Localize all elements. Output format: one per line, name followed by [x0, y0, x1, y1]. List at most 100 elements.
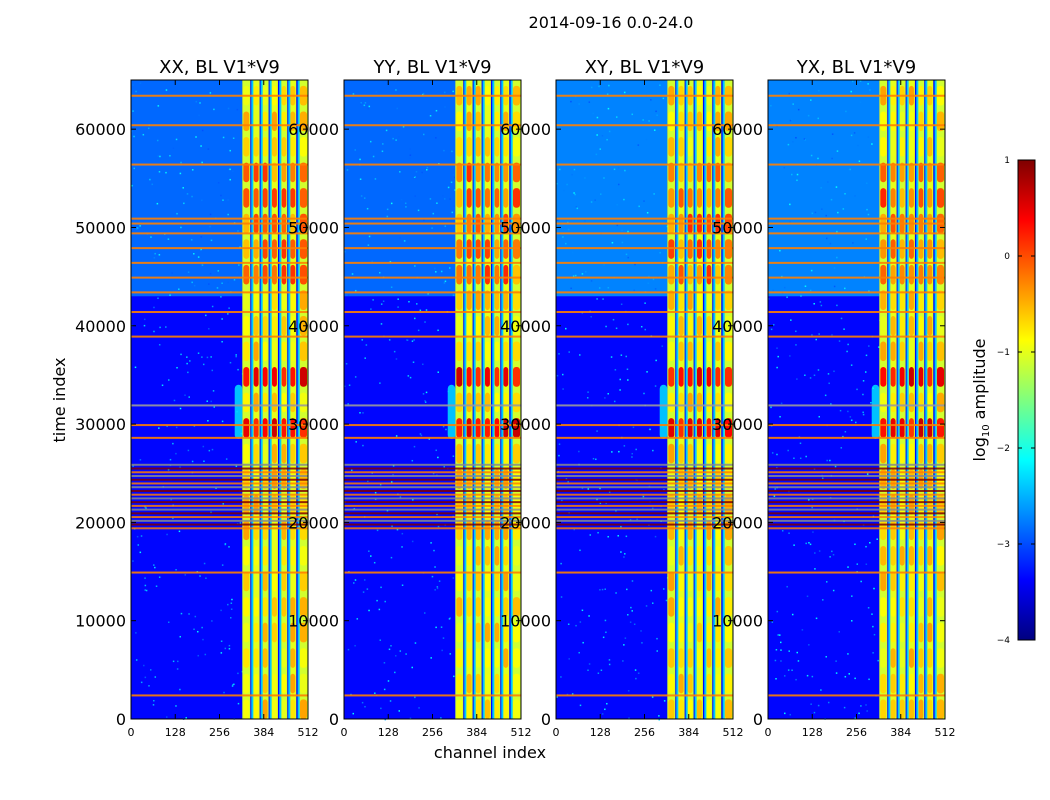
heatmap-noise	[631, 580, 634, 582]
heatmap-noise	[626, 368, 629, 371]
heatmap-noise	[353, 582, 355, 584]
heatmap-cell	[668, 699, 675, 719]
panel-title: YY, BL V1*V9	[372, 57, 491, 78]
heatmap-noise	[652, 507, 654, 510]
heatmap-cell	[456, 545, 463, 566]
heatmap-flag-line	[768, 463, 945, 466]
heatmap-cell	[494, 699, 500, 719]
heatmap-noise	[227, 281, 230, 284]
heatmap-noise	[788, 532, 790, 534]
heatmap-noise	[369, 140, 372, 143]
heatmap-noise	[229, 178, 231, 181]
heatmap-noise	[859, 101, 862, 104]
heatmap-cell	[927, 367, 933, 387]
heatmap-noise	[847, 410, 849, 413]
heatmap-noise	[191, 195, 193, 198]
heatmap-cell	[456, 648, 463, 668]
heatmap-noise	[397, 306, 399, 308]
heatmap-noise	[413, 445, 416, 448]
x-tick-label: 128	[590, 726, 611, 739]
heatmap-cell	[485, 520, 490, 541]
heatmap-noise	[877, 659, 879, 662]
heatmap-cell	[513, 367, 520, 387]
y-tick-label: 20000	[500, 513, 551, 532]
heatmap-cell	[706, 162, 712, 183]
heatmap-noise	[436, 586, 439, 588]
heatmap-cell	[890, 315, 896, 336]
heatmap-noise	[870, 402, 872, 404]
heatmap-cell	[466, 520, 472, 541]
heatmap-noise	[773, 123, 776, 125]
heatmap-noise	[158, 343, 161, 346]
heatmap-noise	[380, 707, 382, 710]
heatmap-noise	[228, 648, 231, 650]
heatmap-cell	[243, 571, 250, 592]
heatmap-noise	[831, 133, 834, 135]
heatmap-noise	[208, 449, 211, 452]
heatmap-noise	[774, 659, 777, 662]
heatmap-noise	[432, 212, 435, 215]
heatmap-noise	[783, 675, 786, 677]
heatmap-cell	[262, 545, 268, 566]
heatmap-noise	[172, 442, 174, 445]
heatmap-cell	[927, 188, 933, 208]
heatmap-noise	[804, 285, 807, 287]
heatmap-noise	[443, 91, 446, 94]
heatmap-noise	[796, 651, 798, 654]
heatmap-noise	[627, 230, 629, 233]
heatmap-noise	[826, 459, 828, 462]
heatmap-noise	[364, 102, 367, 104]
heatmap-noise	[615, 327, 618, 330]
heatmap-cell	[485, 162, 490, 183]
heatmap-noise	[869, 542, 871, 544]
heatmap-noise	[186, 193, 189, 195]
heatmap-noise	[398, 710, 401, 712]
heatmap-cell	[697, 137, 702, 157]
heatmap-cell	[456, 571, 463, 592]
heatmap-noise	[444, 280, 447, 283]
heatmap-flag-line	[344, 508, 521, 511]
heatmap-noise	[795, 678, 797, 681]
heatmap-cell	[262, 315, 268, 336]
heatmap-cell	[485, 571, 490, 592]
heatmap-noise	[356, 618, 359, 620]
heatmap-noise	[201, 356, 203, 358]
heatmap-noise	[831, 334, 833, 336]
heatmap-cell	[253, 315, 259, 336]
heatmap-noise	[825, 581, 828, 583]
y-tick-label: 50000	[75, 218, 126, 237]
heatmap-noise	[850, 90, 852, 93]
heatmap-noise	[563, 189, 565, 192]
heatmap-noise	[359, 178, 362, 180]
heatmap-cell	[678, 648, 684, 668]
heatmap-cell	[513, 264, 520, 285]
heatmap-noise	[384, 718, 387, 721]
heatmap-noise	[622, 660, 624, 662]
heatmap-flag-line	[556, 694, 733, 697]
heatmap-noise	[362, 591, 365, 593]
heatmap-cell	[918, 520, 924, 541]
heatmap-noise	[213, 108, 215, 111]
heatmap-noise	[787, 143, 790, 146]
heatmap-cell	[909, 443, 914, 464]
heatmap-noise	[601, 588, 604, 591]
heatmap-noise	[170, 498, 172, 501]
heatmap-noise	[445, 428, 447, 431]
heatmap-noise	[210, 400, 212, 403]
heatmap-cell	[475, 418, 481, 438]
heatmap-noise	[578, 651, 580, 654]
heatmap-noise	[629, 621, 632, 623]
heatmap-noise	[796, 179, 798, 182]
heatmap-noise	[217, 270, 220, 272]
heatmap-cell	[918, 290, 924, 311]
heatmap-cell	[272, 622, 277, 643]
heatmap-noise	[601, 135, 604, 137]
heatmap-noise	[201, 264, 204, 266]
heatmap-noise	[443, 149, 445, 152]
heatmap-cell	[899, 545, 905, 566]
heatmap-cell	[466, 315, 472, 336]
heatmap-flag-line	[131, 94, 308, 97]
heatmap-noise	[134, 366, 137, 369]
heatmap-flag-line	[131, 471, 308, 474]
heatmap-cell	[494, 673, 500, 694]
